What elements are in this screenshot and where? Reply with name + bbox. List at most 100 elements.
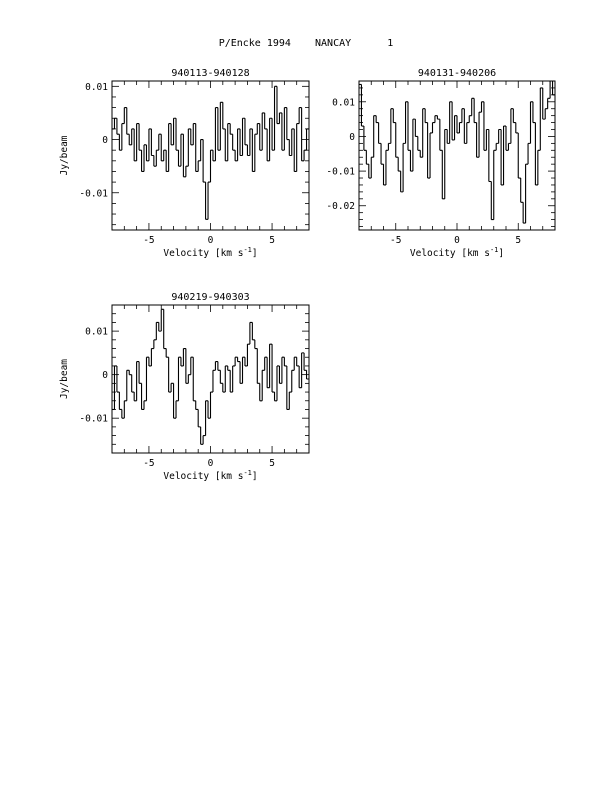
chart-1-x-tick-label: 0 bbox=[208, 235, 214, 246]
chart-1-spectrum-step bbox=[200, 138, 204, 161]
chart-3-spectrum-step bbox=[123, 400, 127, 419]
chart-3-spectrum-step bbox=[143, 400, 147, 410]
chart-2-spectrum-step bbox=[542, 87, 546, 120]
chart-3-spectrum-step bbox=[187, 374, 191, 384]
chart-1-spectrum-step bbox=[281, 112, 285, 151]
chart-2-spectrum-step bbox=[461, 108, 465, 123]
chart-2-spectrum-step bbox=[473, 98, 477, 124]
chart-2-spectrum-step bbox=[503, 125, 506, 185]
chart-2-y-tick-label: 0.01 bbox=[332, 97, 355, 108]
chart-2-spectrum-step bbox=[424, 108, 428, 124]
chart-1-spectrum-step bbox=[116, 118, 120, 135]
chart-3-spectrum-step bbox=[246, 343, 250, 366]
chart-2-spectrum-step bbox=[493, 149, 497, 220]
chart-2-spectrum-step bbox=[458, 122, 462, 133]
chart-2-spectrum-step bbox=[429, 132, 433, 179]
chart-3-spectrum-step bbox=[116, 365, 120, 393]
chart-3-spectrum-step bbox=[138, 361, 142, 384]
chart-2-spectrum-step bbox=[476, 122, 480, 158]
chart-1-spectrum-step bbox=[182, 134, 186, 178]
chart-3-spectrum-step bbox=[286, 365, 290, 411]
chart-1-spectrum-step bbox=[229, 123, 233, 135]
chart-2-spectrum-step bbox=[451, 101, 455, 141]
chart-3-spectrum-step bbox=[168, 357, 172, 393]
chart-1-spectrum-step bbox=[185, 165, 189, 177]
chart-2-spectrum-step bbox=[375, 115, 379, 124]
chart-3-spectrum-step bbox=[288, 391, 292, 410]
chart-3-spectrum-step bbox=[141, 383, 145, 411]
chart-3-spectrum-step bbox=[298, 365, 302, 389]
chart-2-spectrum-step bbox=[525, 163, 529, 224]
chart-1-spectrum-step bbox=[305, 128, 309, 151]
chart-1-spectrum-step bbox=[126, 107, 130, 135]
chart-2-y-tick-label: -0.02 bbox=[326, 201, 355, 212]
chart-2-spectrum-step bbox=[485, 128, 489, 151]
chart-3-y-axis-label: Jy/beam bbox=[59, 359, 70, 399]
chart-2-spectrum-step bbox=[431, 122, 435, 133]
chart-3-spectrum-step bbox=[118, 392, 122, 411]
chart-1-spectrum-step bbox=[214, 107, 218, 161]
chart-3-spectrum-step bbox=[185, 348, 189, 384]
chart-3-spectrum-step bbox=[283, 357, 287, 367]
chart-2-spectrum-step bbox=[478, 111, 482, 158]
chart-1-y-tick-label: 0 bbox=[102, 135, 108, 146]
chart-1-spectrum-step bbox=[150, 128, 154, 157]
chart-2-x-tick-label: 0 bbox=[454, 235, 460, 246]
chart-1-spectrum-step bbox=[256, 123, 260, 135]
chart-3-spectrum-step bbox=[126, 369, 130, 401]
chart-3-spectrum-step bbox=[296, 357, 300, 367]
chart-2-spectrum-step bbox=[507, 142, 511, 151]
chart-1-y-axis-label: Jy/beam bbox=[59, 135, 70, 175]
chart-3-x-tick-label: 0 bbox=[208, 458, 214, 469]
chart-2-spectrum-step bbox=[466, 122, 470, 144]
chart-1-spectrum-step bbox=[271, 118, 275, 151]
chart-1-spectrum-step bbox=[264, 112, 268, 130]
chart-2-spectrum-step bbox=[380, 143, 384, 165]
chart-2-spectrum-step bbox=[360, 84, 364, 127]
chart-1-spectrum-step bbox=[192, 123, 196, 145]
chart-1-spectrum-step bbox=[153, 155, 157, 167]
chart-3-spectrum-step bbox=[291, 369, 295, 393]
chart-3-spectrum-step bbox=[131, 374, 135, 393]
chart-3-y-tick-label: 0.01 bbox=[85, 327, 108, 338]
chart-1-spectrum-step bbox=[254, 133, 258, 172]
chart-1-spectrum-step bbox=[217, 107, 221, 151]
chart-1-spectrum-step bbox=[222, 102, 226, 130]
chart-1-spectrum-step bbox=[118, 134, 122, 151]
chart-2-spectrum-step bbox=[436, 115, 440, 120]
chart-1-spectrum-step bbox=[232, 134, 236, 151]
chart-3-spectrum-step bbox=[261, 369, 265, 401]
chart-3-spectrum-step bbox=[128, 370, 132, 376]
page-title: P/Encke 1994 NANCAY 1 bbox=[218, 38, 394, 49]
chart-1-spectrum-step bbox=[283, 107, 287, 151]
chart-1-y-tick-label: 0.01 bbox=[85, 82, 108, 93]
chart-1-spectrum-step bbox=[168, 123, 172, 172]
chart-2-spectrum-step bbox=[422, 108, 426, 158]
spectrum-chart-1: 940113-940128 -5 0 5 0.01 0 -0.01 Velocity [km … bbox=[59, 68, 310, 259]
chart-2-spectrum-step bbox=[370, 156, 374, 179]
chart-2-spectrum-step bbox=[444, 128, 448, 199]
chart-2-y-tick-label: -0.01 bbox=[326, 167, 355, 178]
chart-2-spectrum-step bbox=[395, 122, 399, 158]
chart-2-spectrum-step bbox=[512, 108, 516, 124]
chart-3-spectrum-step bbox=[254, 339, 258, 350]
chart-2-title: 940131-940206 bbox=[418, 68, 496, 79]
chart-2-spectrum-step bbox=[400, 171, 404, 193]
chart-3-spectrum-step bbox=[303, 352, 307, 371]
chart-2-x-tick-label: 5 bbox=[515, 235, 521, 246]
chart-2-spectrum-step bbox=[365, 150, 369, 165]
chart-3-spectrum-step bbox=[209, 391, 213, 419]
chart-2-spectrum-step bbox=[397, 157, 401, 172]
chart-1-spectrum-step bbox=[197, 160, 201, 172]
chart-1-x-tick-label: 5 bbox=[269, 235, 275, 246]
chart-3-spectrum-step bbox=[148, 357, 152, 367]
chart-3-spectrum-step bbox=[195, 400, 199, 411]
chart-3-spectrum-step bbox=[175, 400, 179, 419]
chart-2-spectrum-step bbox=[517, 132, 521, 179]
chart-1-spectrum-step bbox=[138, 123, 142, 151]
chart-2-spectrum-step bbox=[539, 87, 543, 151]
chart-2-spectrum-step bbox=[417, 136, 421, 151]
chart-2-spectrum-step bbox=[439, 119, 443, 151]
chart-3-spectrum-step bbox=[266, 357, 270, 389]
chart-2-spectrum-step bbox=[402, 142, 406, 192]
